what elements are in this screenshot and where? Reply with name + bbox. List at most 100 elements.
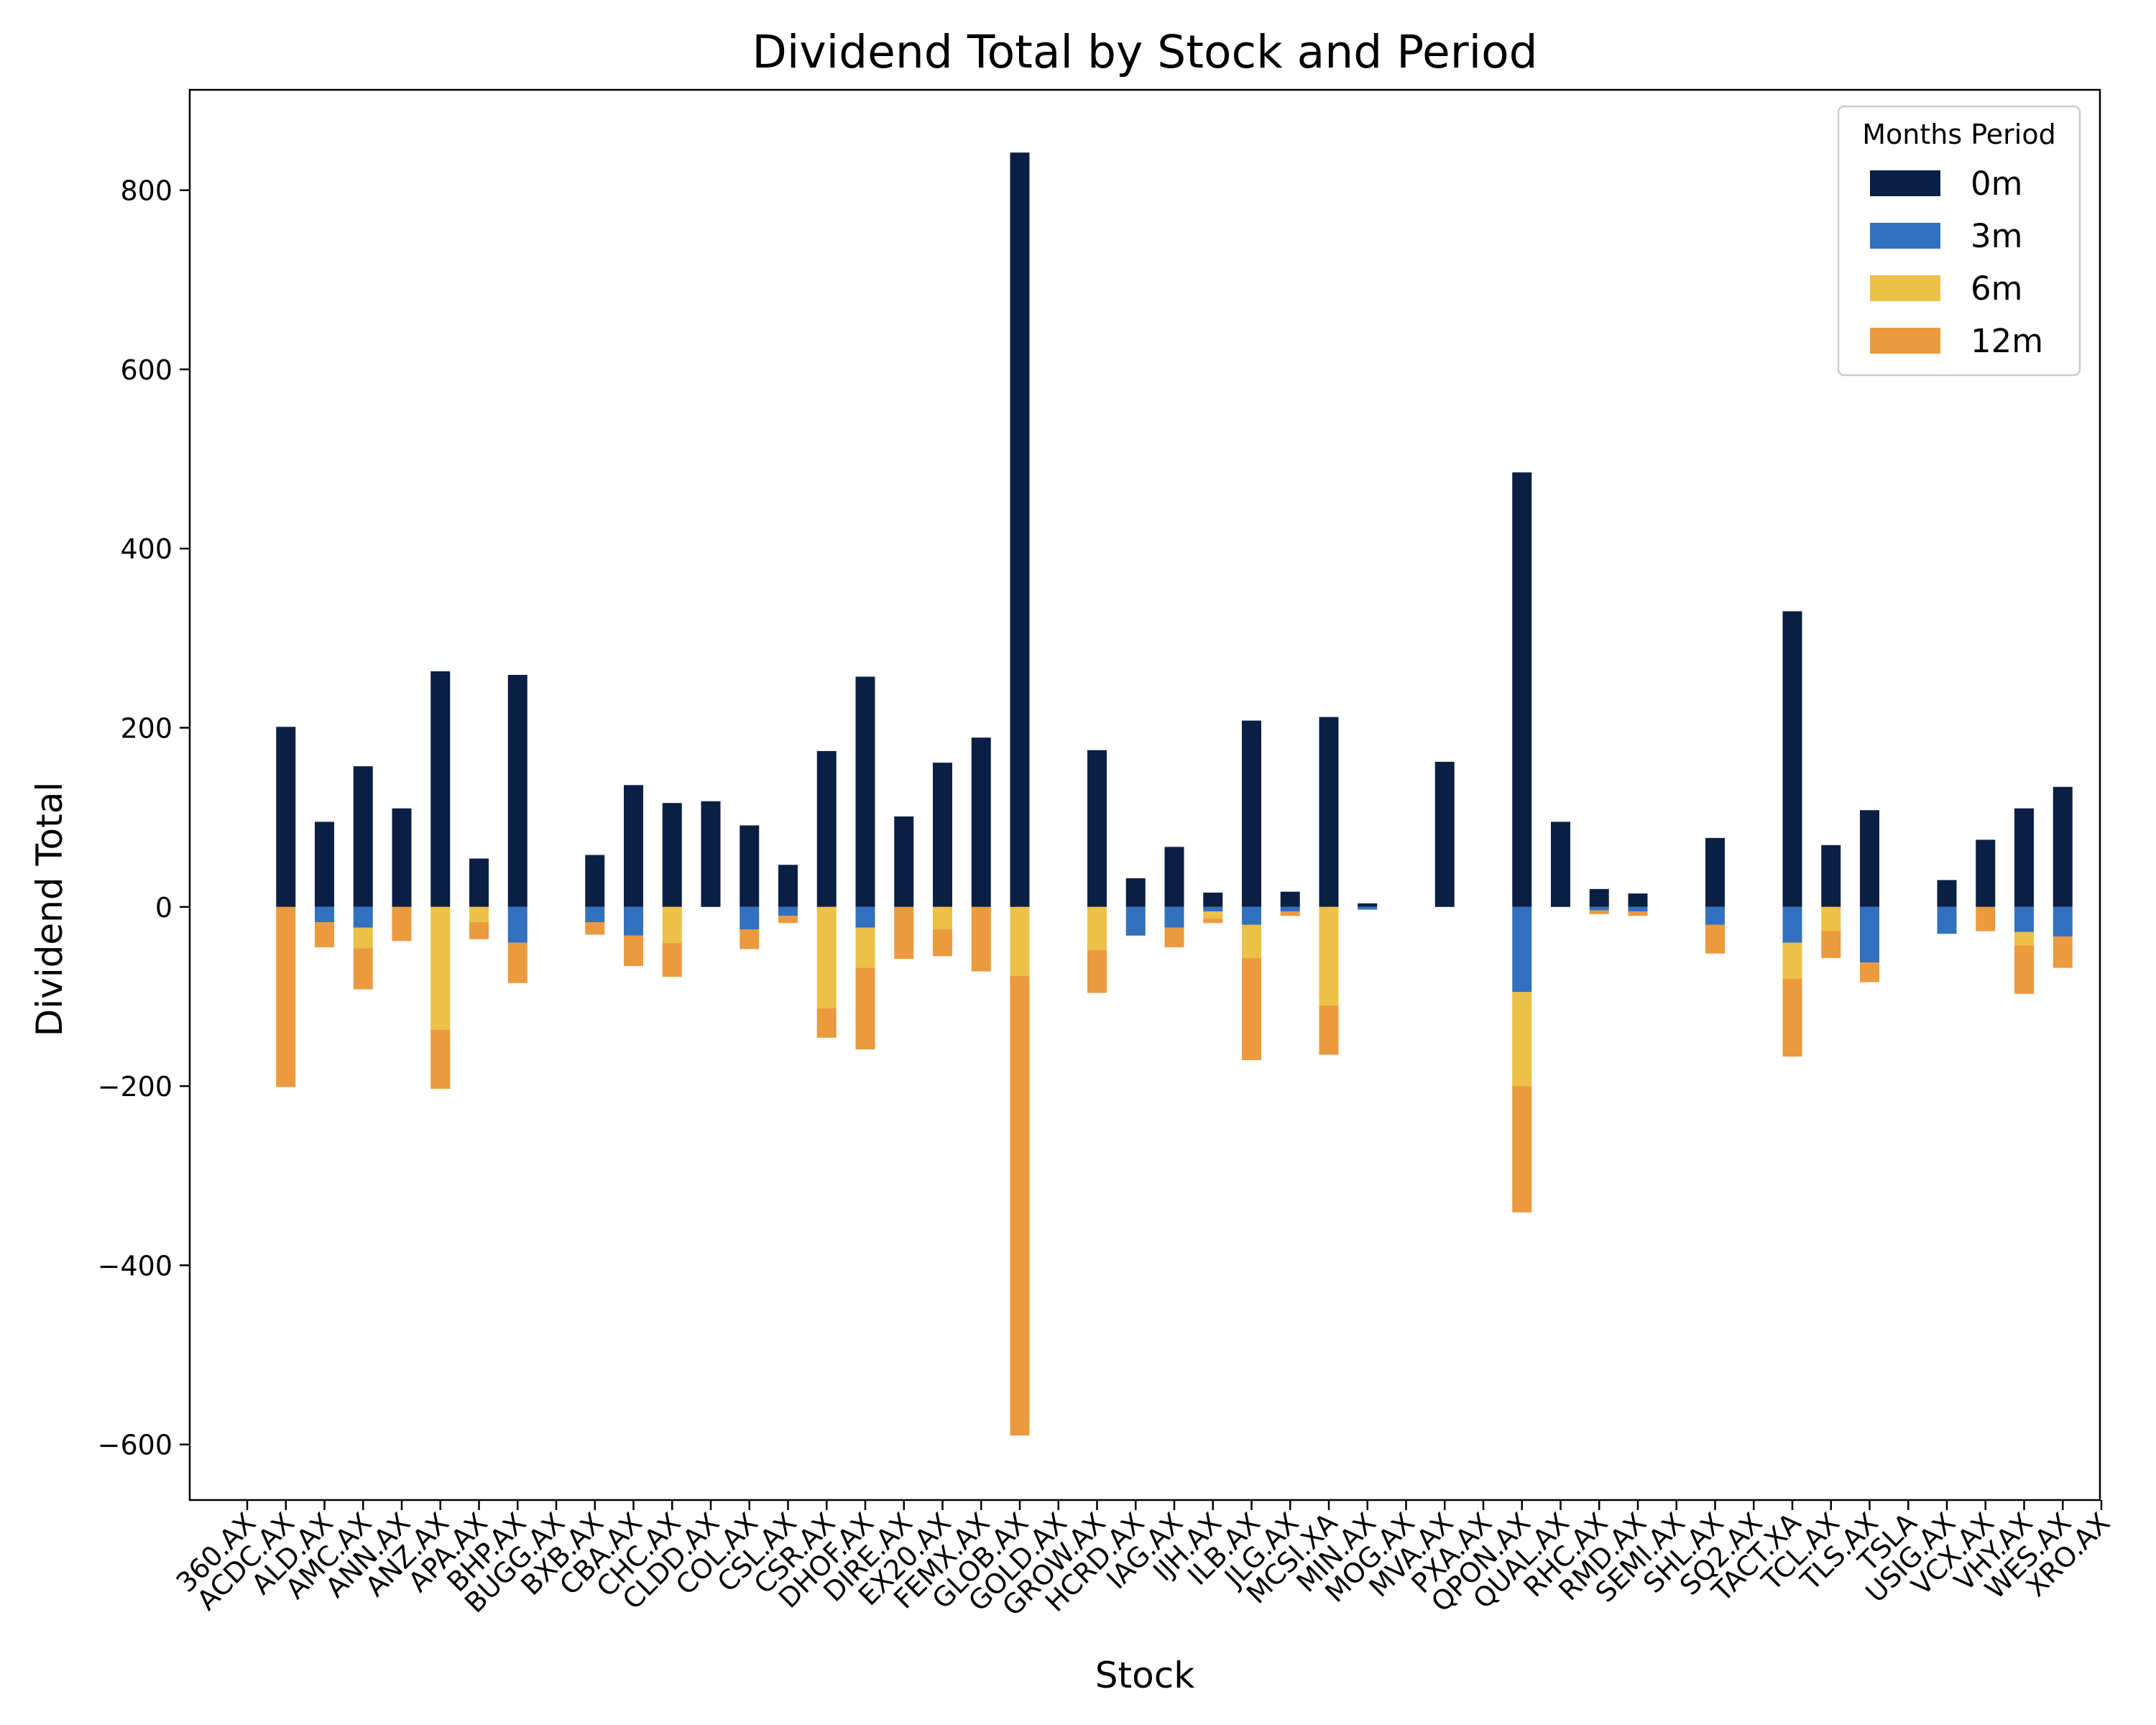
bar-0m-DIRE.AX	[894, 816, 914, 907]
bar-0m-CSR.AX	[816, 750, 837, 907]
bar-3m-RHC.AX	[1589, 906, 1609, 911]
bar-12m-CBA.AX	[624, 935, 643, 967]
bar-0m-USIG.AX	[1937, 880, 1957, 907]
y-axis: −600 −400 −200 0 200 400 600 800	[98, 175, 190, 1461]
bar-0m-MIN.AX	[1358, 903, 1378, 907]
bar-12m-CSR.AX	[816, 1008, 837, 1038]
bar-12m-FEMX.AX	[971, 906, 991, 972]
bar-3m-TACT.XA	[1782, 906, 1802, 943]
bar-0m-GROW.AX	[1087, 750, 1107, 907]
bar-6m-AMC.AX	[353, 927, 373, 949]
bar-12m-SHL.AX	[1705, 924, 1725, 954]
bar-12m-IJH.AX	[1203, 919, 1223, 924]
bar-0m-IJH.AX	[1203, 892, 1223, 907]
bar-0m-RHC.AX	[1589, 888, 1609, 907]
bar-3m-HCRD.AX	[1125, 906, 1146, 936]
y-tick-label: 0	[155, 892, 172, 924]
bar-12m-VHY.AX	[2014, 945, 2034, 994]
legend-swatch-3m	[1870, 223, 1940, 249]
bar-0m-VHY.AX	[2014, 808, 2034, 907]
bar-12m-CSL.AX	[778, 916, 798, 924]
bar-0m-AMC.AX	[353, 766, 373, 907]
bar-3m-VHY.AX	[2014, 906, 2034, 932]
bar-0m-MCSI.XA	[1319, 717, 1339, 907]
bar-3m-WES.AX	[2053, 906, 2073, 937]
bar-0m-CSL.AX	[778, 865, 798, 907]
bar-0m-CBA.AX	[624, 785, 643, 907]
bar-0m-CLDD.AX	[701, 801, 721, 907]
bar-3m-MIN.AX	[1358, 906, 1378, 910]
bar-3m-JLG.AX	[1280, 906, 1300, 912]
bar-3m-QPON.AX	[1512, 906, 1532, 993]
bar-12m-ANN.AX	[392, 906, 412, 942]
bar-12m-TLS.AX	[1860, 962, 1879, 983]
bar-6m-APA.AX	[469, 906, 489, 923]
bar-12m-BXB.AX	[585, 922, 605, 935]
bar-0m-FEMX.AX	[971, 737, 991, 907]
bar-0m-ILB.AX	[1242, 720, 1261, 907]
bar-12m-IAG.AX	[1164, 927, 1184, 947]
bar-3m-AMC.AX	[353, 906, 373, 928]
bar-12m-GROW.AX	[1087, 949, 1107, 993]
bar-0m-IAG.AX	[1164, 847, 1184, 907]
bar-12m-MCSI.XA	[1319, 1005, 1339, 1055]
bar-6m-DHOF.AX	[855, 927, 875, 968]
bar-3m-SHL.AX	[1705, 906, 1725, 925]
bar-0m-APA.AX	[469, 858, 489, 907]
legend-label-3m: 3m	[1971, 217, 2022, 255]
legend-swatch-6m	[1870, 275, 1940, 301]
plot-frame	[188, 88, 2101, 1501]
bar-3m-IJH.AX	[1203, 906, 1223, 912]
bar-0m-ACDC.AX	[276, 727, 296, 907]
bar-12m-RHC.AX	[1589, 910, 1609, 914]
bar-6m-ANZ.AX	[430, 906, 451, 1030]
bar-6m-GLOB.AX	[1010, 906, 1030, 976]
bar-12m-VCX.AX	[1976, 906, 1996, 932]
bar-6m-EX20.AX	[933, 906, 952, 929]
bar-0m-EX20.AX	[933, 763, 952, 907]
legend-label-0m: 0m	[1971, 165, 2022, 203]
bar-0m-GLOB.AX	[1010, 152, 1030, 907]
legend-label-6m: 6m	[1971, 270, 2022, 308]
bar-6m-GROW.AX	[1087, 906, 1107, 950]
bar-3m-USIG.AX	[1937, 906, 1957, 934]
bar-12m-GLOB.AX	[1010, 975, 1030, 1436]
bar-0m-ANZ.AX	[430, 671, 451, 907]
bar-3m-TLS.AX	[1860, 906, 1879, 963]
bar-0m-SHL.AX	[1705, 837, 1725, 907]
bar-12m-ILB.AX	[1242, 957, 1261, 1060]
bar-12m-BHP.AX	[507, 942, 528, 983]
bar-0m-BXB.AX	[585, 855, 605, 907]
bar-0m-TLS.AX	[1860, 810, 1879, 907]
bar-0m-MVA.AX	[1434, 761, 1455, 907]
bar-3m-ILB.AX	[1242, 906, 1261, 925]
bar-12m-RMD.AX	[1628, 911, 1648, 916]
bar-0m-QUAL.AX	[1551, 822, 1570, 907]
y-tick-label: −200	[98, 1071, 172, 1103]
y-tick-label: 400	[120, 533, 172, 565]
legend-label-12m: 12m	[1971, 322, 2043, 360]
bar-0m-JLG.AX	[1280, 891, 1300, 907]
bar-3m-BXB.AX	[585, 906, 605, 923]
chart-title: Dividend Total by Stock and Period	[752, 26, 1537, 78]
y-tick-label: 600	[120, 354, 172, 386]
bar-6m-ILB.AX	[1242, 924, 1261, 958]
bar-0m-TACT.XA	[1782, 611, 1802, 907]
legend-title: Months Period	[1862, 119, 2055, 150]
bar-0m-VCX.AX	[1976, 840, 1996, 907]
bar-12m-JLG.AX	[1280, 911, 1300, 916]
y-tick-label: −400	[98, 1250, 172, 1282]
bar-6m-CSR.AX	[816, 906, 837, 1008]
bar-3m-DHOF.AX	[855, 906, 875, 928]
bar-3m-BHP.AX	[507, 906, 528, 943]
bar-6m-CHC.AX	[662, 906, 682, 943]
bar-3m-RMD.AX	[1628, 906, 1648, 912]
legend: Months Period 0m 3m 6m 12m	[1837, 105, 2081, 377]
y-tick-label: −600	[98, 1430, 172, 1461]
y-axis-label: Dividend Total	[29, 782, 70, 1036]
bar-12m-EX20.AX	[933, 929, 952, 957]
bar-3m-ALD.AX	[315, 906, 334, 923]
bar-6m-VHY.AX	[2014, 932, 2034, 946]
bar-6m-TACT.XA	[1782, 942, 1802, 979]
